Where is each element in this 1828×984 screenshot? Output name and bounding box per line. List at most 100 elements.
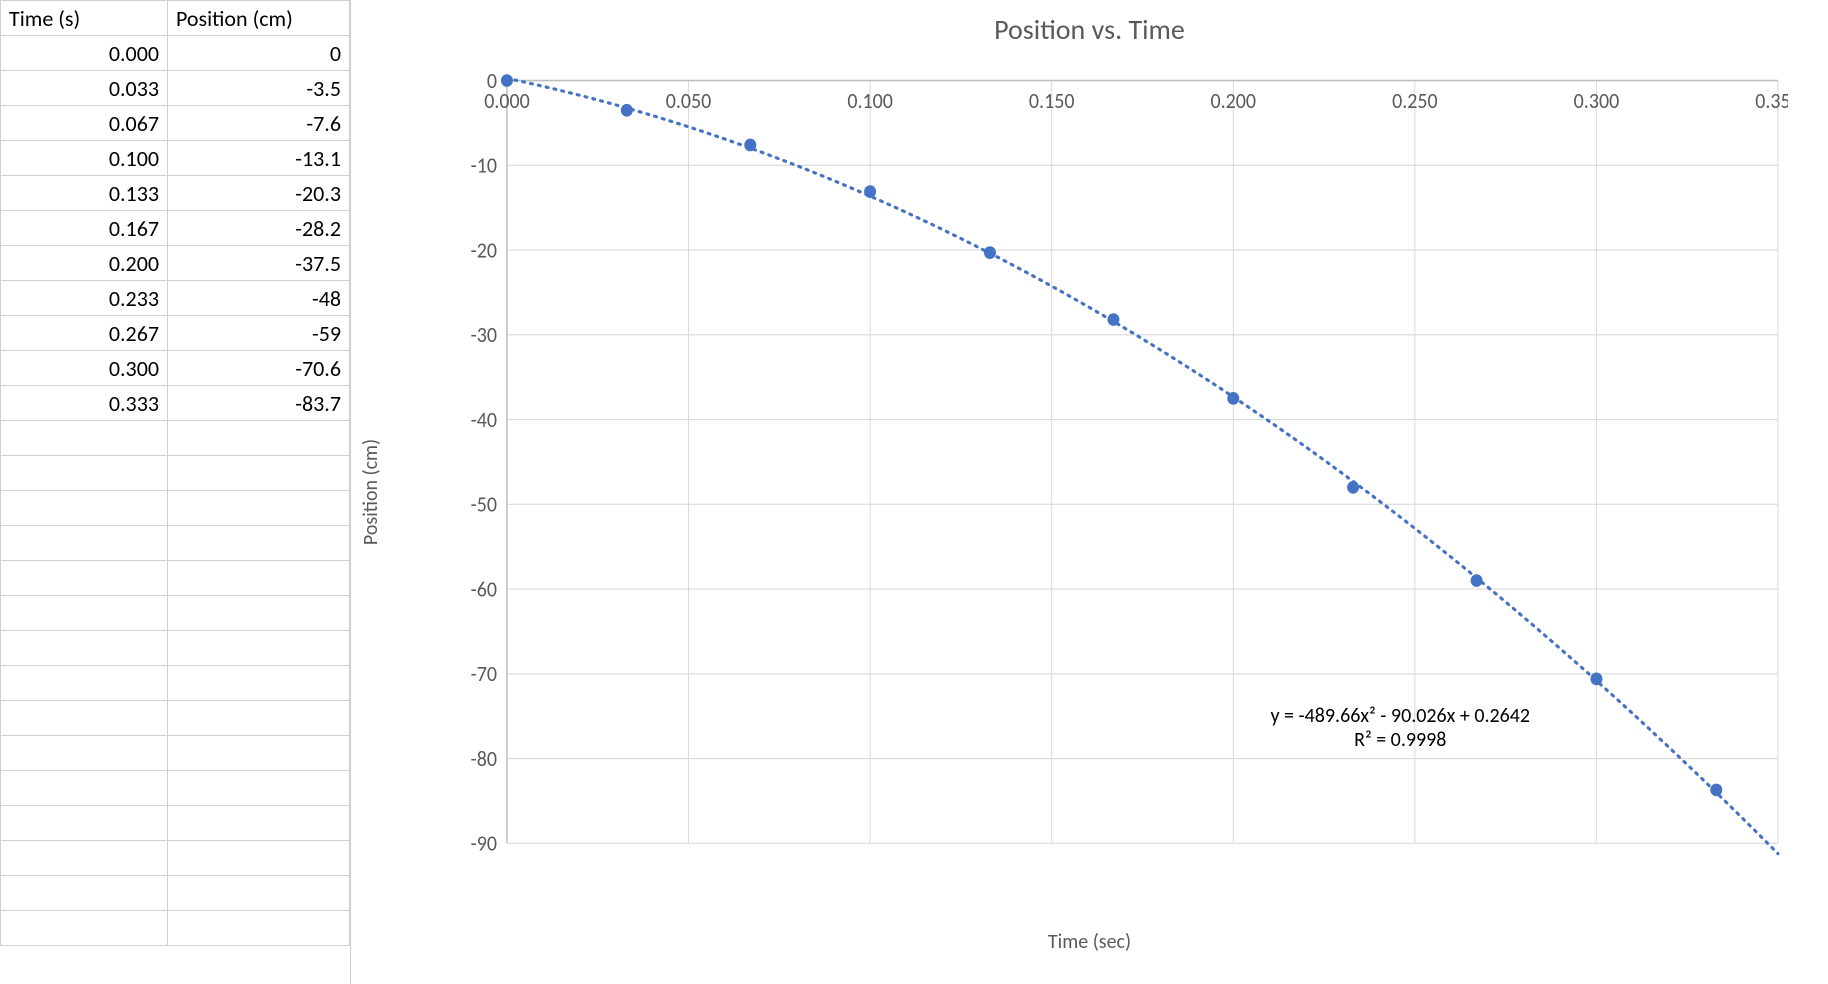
svg-text:0: 0 [487,70,497,94]
table-row[interactable] [1,806,350,841]
col-header-position[interactable]: Position (cm) [168,1,350,36]
table-row[interactable] [1,526,350,561]
table-cell[interactable] [168,491,350,526]
plot-area: 0.0000.0500.1000.1500.2000.2500.3000.350… [451,70,1788,894]
svg-text:-80: -80 [471,745,497,772]
table-cell[interactable] [1,596,168,631]
svg-text:0.200: 0.200 [1211,87,1257,114]
table-row[interactable]: 0.0000 [1,36,350,71]
table-cell[interactable]: -13.1 [168,141,350,176]
table-cell[interactable]: 0.167 [1,211,168,246]
table-cell[interactable] [168,421,350,456]
table-row[interactable] [1,736,350,771]
table-row[interactable]: 0.200-37.5 [1,246,350,281]
table-row[interactable] [1,666,350,701]
table-row[interactable] [1,421,350,456]
table-cell[interactable]: -83.7 [168,386,350,421]
table-cell[interactable] [1,561,168,596]
table-cell[interactable] [168,456,350,491]
table-cell[interactable] [1,491,168,526]
table-cell[interactable]: -48 [168,281,350,316]
col-header-time[interactable]: Time (s) [1,1,168,36]
table-row[interactable]: 0.233-48 [1,281,350,316]
svg-text:0.050: 0.050 [666,87,712,114]
y-axis-label: Position (cm) [359,439,383,545]
table-row[interactable]: 0.267-59 [1,316,350,351]
table-cell[interactable]: 0.000 [1,36,168,71]
table-cell[interactable] [1,666,168,701]
table-cell[interactable]: -37.5 [168,246,350,281]
table-row[interactable]: 0.067-7.6 [1,106,350,141]
table-cell[interactable]: 0.300 [1,351,168,386]
data-table-panel: Time (s) Position (cm) 0.00000.033-3.50.… [0,0,351,984]
table-cell[interactable] [1,911,168,946]
table-cell[interactable] [168,701,350,736]
table-cell[interactable] [168,666,350,701]
table-cell[interactable]: -70.6 [168,351,350,386]
table-cell[interactable] [168,876,350,911]
table-cell[interactable] [168,806,350,841]
trendline-equation: y = -489.66x² - 90.026x + 0.2642 R² = 0.… [1270,704,1530,752]
table-row[interactable] [1,561,350,596]
table-cell[interactable]: 0.067 [1,106,168,141]
table-cell[interactable] [1,771,168,806]
table-cell[interactable] [1,876,168,911]
table-row[interactable]: 0.033-3.5 [1,71,350,106]
table-cell[interactable]: 0.333 [1,386,168,421]
table-cell[interactable] [1,631,168,666]
table-row[interactable] [1,841,350,876]
table-cell[interactable] [168,911,350,946]
table-cell[interactable]: 0.267 [1,316,168,351]
table-cell[interactable]: 0.033 [1,71,168,106]
table-cell[interactable] [168,596,350,631]
table-row[interactable] [1,456,350,491]
table-cell[interactable]: 0.233 [1,281,168,316]
table-cell[interactable] [168,526,350,561]
table-cell[interactable] [168,736,350,771]
table-row[interactable] [1,911,350,946]
spreadsheet-root: Time (s) Position (cm) 0.00000.033-3.50.… [0,0,1828,984]
table-cell[interactable] [1,701,168,736]
table-cell[interactable]: -28.2 [168,211,350,246]
svg-text:-40: -40 [471,406,497,433]
table-row[interactable]: 0.167-28.2 [1,211,350,246]
table-cell[interactable]: 0 [168,36,350,71]
svg-text:0.100: 0.100 [847,87,893,114]
table-row[interactable] [1,596,350,631]
table-cell[interactable] [168,771,350,806]
table-cell[interactable]: -59 [168,316,350,351]
svg-text:-50: -50 [471,491,497,518]
table-row[interactable]: 0.133-20.3 [1,176,350,211]
table-cell[interactable] [168,631,350,666]
table-row[interactable]: 0.300-70.6 [1,351,350,386]
table-cell[interactable] [1,526,168,561]
table-row[interactable] [1,631,350,666]
svg-text:-70: -70 [471,661,497,688]
table-cell[interactable]: 0.100 [1,141,168,176]
table-row[interactable] [1,701,350,736]
table-cell[interactable] [1,806,168,841]
table-row[interactable]: 0.100-13.1 [1,141,350,176]
table-row[interactable] [1,771,350,806]
table-cell[interactable] [168,561,350,596]
table-cell[interactable]: 0.200 [1,246,168,281]
svg-text:-90: -90 [471,830,497,857]
table-row[interactable]: 0.333-83.7 [1,386,350,421]
table-row[interactable] [1,876,350,911]
table-cell[interactable] [168,841,350,876]
table-cell[interactable]: -20.3 [168,176,350,211]
table-row[interactable] [1,491,350,526]
chart-title: Position vs. Time [351,12,1828,47]
table-cell[interactable] [1,841,168,876]
table-cell[interactable] [1,456,168,491]
svg-text:0.150: 0.150 [1029,87,1075,114]
table-cell[interactable] [1,421,168,456]
table-cell[interactable]: -3.5 [168,71,350,106]
table-header-row[interactable]: Time (s) Position (cm) [1,1,350,36]
trendline-equation-text: y = -489.66x² - 90.026x + 0.2642 [1270,704,1530,728]
table-cell[interactable]: -7.6 [168,106,350,141]
table-cell[interactable]: 0.133 [1,176,168,211]
table-cell[interactable] [1,736,168,771]
data-table[interactable]: Time (s) Position (cm) 0.00000.033-3.50.… [0,0,350,946]
chart-panel[interactable]: Position vs. Time Position (cm) Time (se… [351,0,1828,984]
